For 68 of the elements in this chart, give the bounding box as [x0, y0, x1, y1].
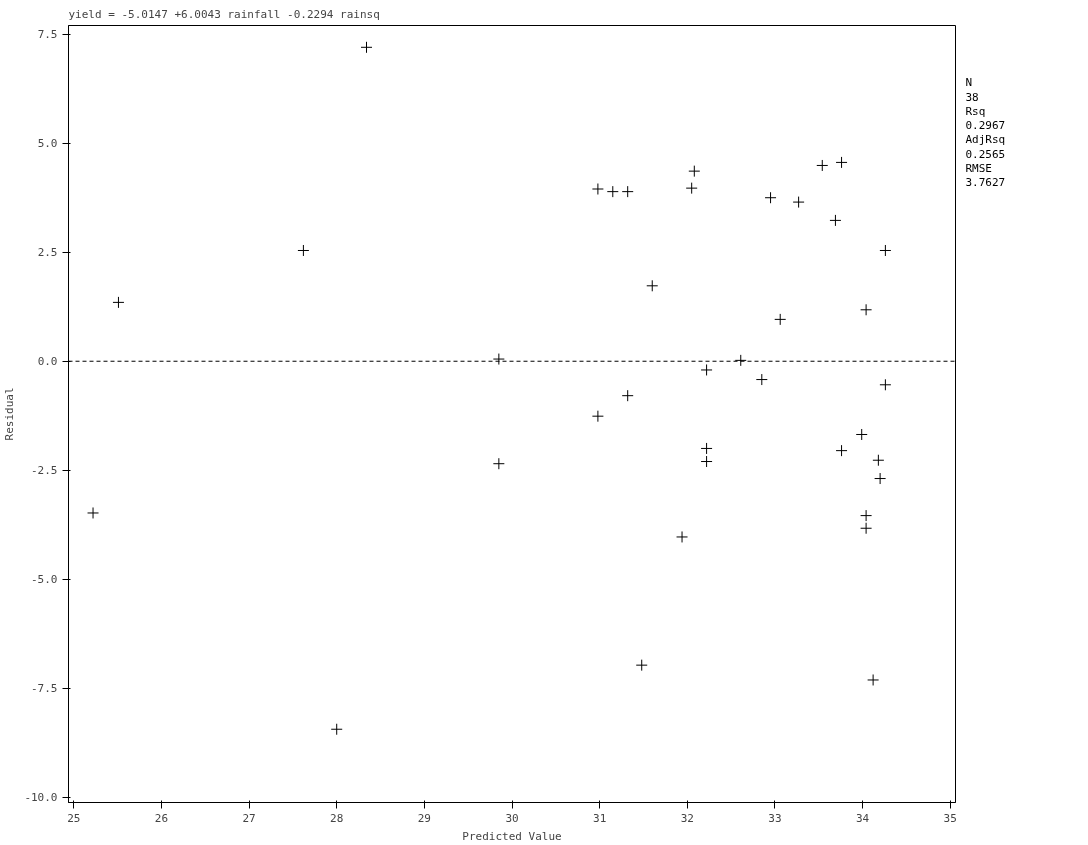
- point: [816, 159, 829, 172]
- x-tick-label: 34: [855, 811, 870, 825]
- point: [688, 165, 701, 178]
- point: [879, 378, 892, 391]
- x-tick-label: 31: [593, 811, 607, 825]
- x-tick-label: 28: [330, 811, 344, 825]
- x-tick-label: 27: [242, 811, 256, 825]
- point: [774, 313, 787, 326]
- text: 0.2565: [965, 147, 1006, 161]
- point: [700, 455, 713, 468]
- point: [860, 522, 873, 535]
- point: [755, 373, 768, 386]
- y-tick-label: -2.5: [31, 464, 58, 478]
- point: [860, 303, 873, 316]
- y-tick-label: 7.5: [37, 28, 58, 42]
- y-tick-label: -7.5: [31, 682, 58, 696]
- point: [492, 457, 505, 470]
- y-tick-label: 0.0: [37, 355, 58, 369]
- y-axis-title: Residual: [3, 387, 17, 441]
- point: [112, 296, 125, 309]
- x-axis-title: Predicted Value: [462, 829, 562, 843]
- point: [879, 244, 892, 257]
- point: [700, 363, 713, 376]
- text: Rsq: [965, 104, 986, 118]
- text: N: [965, 76, 973, 90]
- point: [621, 389, 634, 402]
- point: [646, 279, 659, 292]
- y-tick-label: 5.0: [37, 137, 58, 151]
- x-tick-label: 25: [67, 811, 81, 825]
- point: [829, 214, 842, 227]
- point: [297, 244, 310, 257]
- point: [867, 673, 880, 686]
- point: [87, 506, 100, 519]
- point: [676, 530, 689, 543]
- point: [860, 509, 873, 522]
- point: [591, 410, 604, 423]
- point: [872, 454, 885, 467]
- point: [855, 428, 868, 441]
- y-tick-label: -5.0: [31, 573, 58, 587]
- x-tick-label: 33: [768, 811, 782, 825]
- point: [621, 185, 634, 198]
- point: [360, 41, 373, 54]
- text: RMSE: [965, 161, 992, 175]
- y-tick-label: 2.5: [37, 246, 58, 260]
- point: [792, 196, 805, 209]
- point: [764, 191, 777, 204]
- text: 3.7627: [965, 176, 1006, 190]
- point: [591, 183, 604, 196]
- y-tick-label: -10.0: [24, 791, 58, 805]
- text: 38: [965, 90, 979, 104]
- x-tick-label: 32: [680, 811, 694, 825]
- point: [685, 182, 698, 195]
- point: [606, 185, 619, 198]
- point: [874, 472, 887, 485]
- text: AdjRsq: [965, 133, 1006, 147]
- point: [835, 444, 848, 457]
- x-tick-label: 26: [154, 811, 169, 825]
- point: [635, 659, 648, 672]
- point: [835, 156, 848, 169]
- chart-title: yield = -5.0147 +6.0043 rainfall -0.2294 rainsq: [68, 7, 380, 21]
- point: [492, 353, 505, 366]
- point: [330, 723, 343, 736]
- x-tick-label: 35: [943, 811, 957, 825]
- point: [700, 442, 713, 455]
- text: 0.2967: [965, 119, 1006, 133]
- x-tick-label: 29: [417, 811, 431, 825]
- point: [734, 354, 747, 367]
- x-tick-label: 30: [505, 811, 519, 825]
